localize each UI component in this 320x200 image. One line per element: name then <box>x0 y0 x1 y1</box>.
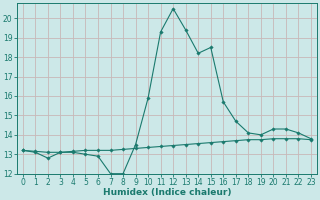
X-axis label: Humidex (Indice chaleur): Humidex (Indice chaleur) <box>103 188 231 197</box>
